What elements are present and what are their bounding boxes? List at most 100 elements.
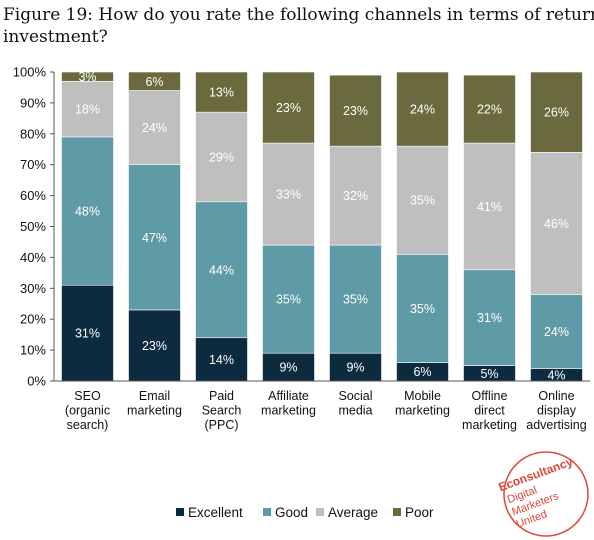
x-category-label: Mobile marketing — [395, 389, 450, 418]
data-label-average: 46% — [544, 217, 569, 231]
data-label-excellent: 9% — [279, 361, 297, 375]
x-category-label-line: media — [338, 404, 372, 418]
data-label-poor: 23% — [343, 104, 368, 118]
data-label-excellent: 6% — [413, 365, 431, 379]
bar-segment-average — [262, 142, 315, 246]
bar-segment-average — [329, 145, 382, 246]
bar-segment-good — [396, 254, 449, 363]
y-axis: 0% 10% 20% 30% 40% 50% 60% 70% 80% 90% 100% — [13, 65, 55, 389]
y-tick-label: 50% — [20, 219, 46, 234]
x-category-label: Social media — [338, 389, 372, 418]
x-category-label-line: (organic — [65, 404, 110, 418]
bar-segment-good — [463, 269, 516, 366]
y-tick-label: 80% — [20, 126, 46, 141]
data-label-excellent: 9% — [346, 361, 364, 375]
bar-segment-poor — [128, 71, 181, 91]
data-label-average: 41% — [477, 200, 502, 214]
x-category-label-line: advertising — [526, 418, 586, 432]
figure-title-line1: Figure 19: How do you rate the following… — [3, 5, 594, 25]
y-tick-label: 70% — [20, 157, 46, 172]
figure-title-line2: investment? — [3, 27, 108, 47]
x-category-label-line: Email — [139, 389, 170, 403]
data-label-poor: 3% — [78, 70, 96, 84]
x-category-label-line: search) — [67, 418, 109, 432]
x-category-label-line: Search — [202, 404, 242, 418]
data-label-average: 18% — [75, 103, 100, 117]
data-label-poor: 22% — [477, 103, 502, 117]
data-label-poor: 26% — [544, 106, 569, 120]
legend-swatch-average — [316, 508, 324, 516]
x-category-label: Online display advertising — [526, 389, 586, 432]
y-tick-label: 90% — [20, 95, 46, 110]
y-tick-label: 10% — [20, 343, 46, 358]
legend-label-average: Average — [328, 505, 378, 520]
bar-segment-poor — [61, 71, 114, 82]
x-category-label-line: Paid — [209, 389, 234, 403]
x-category-label-line: Affiliate — [268, 389, 309, 403]
data-label-good: 47% — [142, 231, 167, 245]
bar-segment-poor — [195, 71, 248, 113]
data-label-good: 35% — [343, 293, 368, 307]
x-category-label-line: direct — [474, 404, 505, 418]
data-label-poor: 23% — [276, 101, 301, 115]
x-category-label-line: (PPC) — [204, 418, 238, 432]
y-tick-label: 30% — [20, 281, 46, 296]
x-category-label: Email marketing — [127, 389, 182, 418]
bar-segment-poor — [530, 71, 583, 153]
bar-segment-excellent — [329, 352, 382, 382]
bar-segment-poor — [463, 74, 516, 144]
bar-segment-excellent — [61, 284, 114, 382]
bar-segment-good — [61, 136, 114, 286]
data-label-good: 31% — [477, 311, 502, 325]
data-label-excellent: 5% — [480, 367, 498, 381]
bar-segment-good — [128, 164, 181, 311]
y-tick-label: 20% — [20, 312, 46, 327]
legend-label-good: Good — [275, 505, 308, 520]
data-label-good: 24% — [544, 325, 569, 339]
data-label-average: 35% — [410, 194, 435, 208]
bar-segment-poor — [329, 74, 382, 147]
bar-segment-good — [195, 201, 248, 339]
x-category-label-line: marketing — [462, 418, 517, 432]
legend: Excellent Good Average Poor — [176, 505, 434, 520]
data-label-poor: 13% — [209, 86, 234, 100]
data-label-excellent: 14% — [209, 353, 234, 367]
data-label-average: 24% — [142, 121, 167, 135]
data-label-good: 44% — [209, 263, 234, 277]
data-label-excellent: 23% — [142, 339, 167, 353]
x-category-label-line: marketing — [261, 404, 316, 418]
x-category-label-line: Offline — [472, 389, 508, 403]
x-category-label: Offline direct marketing — [462, 389, 517, 432]
bar-segment-average — [128, 90, 181, 166]
x-category-label-line: Social — [338, 389, 372, 403]
data-label-average: 32% — [343, 189, 368, 203]
x-category-label: SEO (organic search) — [65, 389, 110, 432]
legend-swatch-poor — [393, 508, 401, 516]
bar-segment-average — [195, 111, 248, 203]
data-label-good: 35% — [410, 302, 435, 316]
data-label-good: 35% — [276, 293, 301, 307]
bar-segment-poor — [396, 71, 449, 147]
x-category-label-line: Mobile — [404, 389, 441, 403]
data-label-poor: 24% — [410, 103, 435, 117]
legend-swatch-excellent — [176, 508, 184, 516]
data-label-average: 33% — [276, 188, 301, 202]
data-label-excellent: 4% — [547, 368, 565, 382]
y-tick-label: 60% — [20, 188, 46, 203]
bar-segment-average — [396, 145, 449, 255]
data-label-good: 48% — [75, 205, 100, 219]
x-category-label-line: Online — [538, 389, 574, 403]
x-category-label-line: display — [537, 404, 577, 418]
legend-swatch-good — [263, 508, 271, 516]
data-label-poor: 6% — [145, 75, 163, 89]
legend-label-poor: Poor — [405, 505, 434, 520]
econsultancy-logo: Econsultancy Digital Marketers United — [497, 451, 589, 537]
logo-circle — [503, 451, 589, 537]
bar-segment-good — [329, 244, 382, 354]
y-tick-label: 0% — [27, 374, 46, 389]
bar-segment-good — [530, 294, 583, 369]
x-category-label-line: marketing — [127, 404, 182, 418]
bars: 31% 48% 18% 3% 23% 47% 24% 6% 14% 44% 29% 13% 9% 35% 3… — [54, 70, 590, 382]
